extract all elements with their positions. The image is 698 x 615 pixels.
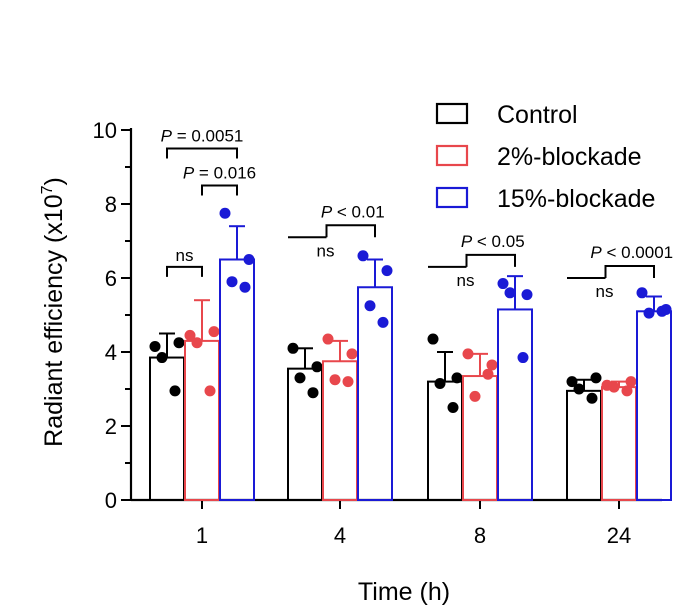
data-point <box>169 385 181 397</box>
x-tick-label: 4 <box>334 523 346 548</box>
legend: Control 2%-blockade 15%-blockade <box>435 101 655 213</box>
p-value-label: P = 0.016 <box>183 164 256 183</box>
data-point <box>294 372 306 384</box>
data-point <box>625 376 637 388</box>
significance-bracket <box>325 224 376 238</box>
data-point <box>287 342 299 354</box>
data-point <box>184 329 196 341</box>
data-point <box>226 276 238 288</box>
y-tick-label: 8 <box>105 192 117 217</box>
ns-label: ns <box>317 241 335 260</box>
y-tick-label: 10 <box>93 118 117 143</box>
x-tick-label: 24 <box>607 523 631 548</box>
data-point <box>643 307 655 319</box>
x-tick-label: 8 <box>474 523 486 548</box>
data-point <box>621 385 633 397</box>
data-point <box>381 265 393 277</box>
y-tick-label: 6 <box>105 266 117 291</box>
data-point <box>517 352 529 364</box>
bar <box>184 339 220 501</box>
data-point <box>462 348 474 360</box>
legend-label: 2%-blockade <box>497 143 642 171</box>
bar <box>149 356 185 501</box>
data-point <box>149 340 161 352</box>
y-axis-title-main: Radiant efficiency (x10 <box>40 194 68 446</box>
data-point <box>243 254 255 265</box>
significance-bracket <box>166 265 203 277</box>
data-point <box>329 374 341 386</box>
data-point <box>219 207 231 219</box>
data-point <box>451 372 463 384</box>
bar <box>427 380 463 502</box>
data-point <box>482 368 494 380</box>
significance-bracket <box>201 184 238 196</box>
data-point <box>586 392 598 404</box>
p-value-label: P < 0.01 <box>321 202 385 221</box>
bar <box>357 286 393 501</box>
bar <box>287 367 323 501</box>
data-point <box>427 333 439 345</box>
legend-label: 15%-blockade <box>497 185 655 213</box>
legend-swatch <box>435 186 469 209</box>
y-axis-title: Radiant efficiency (x107) <box>39 177 68 447</box>
y-axis-title-exponent: 7 <box>39 185 56 194</box>
ns-label: ns <box>457 271 475 290</box>
x-axis-title: Time (h) <box>358 578 450 606</box>
data-point <box>636 287 648 299</box>
data-point <box>566 376 578 388</box>
data-point <box>173 337 185 349</box>
data-point <box>656 305 668 317</box>
data-point <box>504 287 516 299</box>
ns-label: ns <box>596 282 614 301</box>
data-point <box>204 385 216 397</box>
significance-annotations: ns P = 0.016 P = 0.0051 ns P < 0.01 ns P < 0.0… <box>161 127 673 302</box>
legend-label: Control <box>497 101 578 129</box>
data-point <box>573 383 585 395</box>
significance-bracket <box>604 265 655 278</box>
p-value-label: P < 0.0001 <box>590 243 673 262</box>
data-point <box>469 390 481 402</box>
y-tick-label: 0 <box>105 488 117 513</box>
legend-swatch <box>435 102 469 125</box>
legend-swatch <box>435 144 469 167</box>
data-point <box>357 250 369 262</box>
y-axis-title-close: ) <box>40 177 68 185</box>
x-tick-label: 1 <box>196 523 208 548</box>
significance-bracket <box>166 147 238 159</box>
data-point <box>346 348 358 360</box>
data-point <box>311 361 323 373</box>
data-point <box>434 377 446 389</box>
bar <box>219 258 255 501</box>
data-point <box>377 316 389 328</box>
data-point <box>156 352 168 364</box>
y-tick-label: 4 <box>105 340 117 365</box>
data-point <box>590 372 602 384</box>
bars <box>149 207 672 502</box>
significance-bracket <box>465 253 516 267</box>
ns-label: ns <box>176 246 194 265</box>
data-point <box>322 333 334 345</box>
p-value-label: P < 0.05 <box>461 232 525 251</box>
bar <box>497 308 533 502</box>
data-point <box>208 326 220 338</box>
p-value-label: P = 0.0051 <box>161 127 244 146</box>
data-point <box>239 281 251 293</box>
data-point <box>497 278 509 290</box>
data-point <box>364 300 376 312</box>
data-point <box>191 337 203 349</box>
bar <box>601 386 637 501</box>
data-point <box>521 289 533 301</box>
data-point <box>608 381 620 393</box>
data-point <box>307 387 319 399</box>
data-point <box>447 402 459 413</box>
y-tick-label: 2 <box>105 414 117 439</box>
bar <box>566 389 602 502</box>
data-point <box>342 376 354 388</box>
bar <box>636 310 672 501</box>
data-point <box>486 359 498 371</box>
